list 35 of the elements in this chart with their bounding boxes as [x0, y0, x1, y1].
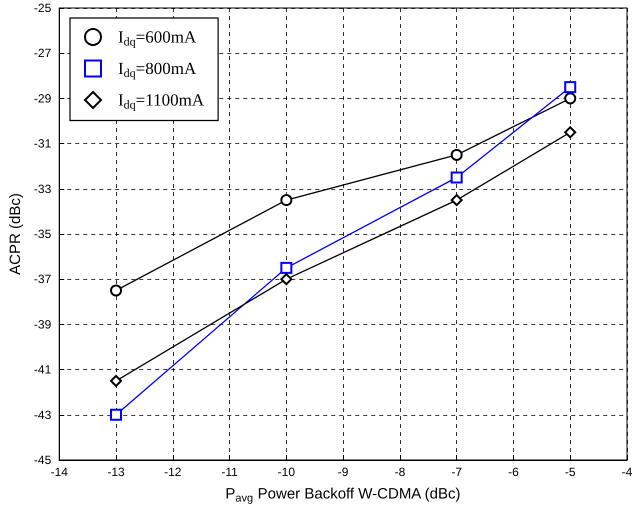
point: [564, 81, 576, 94]
point: [280, 273, 292, 286]
y-axis-title: ACPR (dBc): [7, 193, 24, 275]
point: [450, 148, 463, 161]
y-tick-label: -31: [34, 136, 52, 151]
x-tick-label: -11: [221, 465, 238, 479]
y-tick-label: -37: [34, 272, 52, 286]
x-tick-label: -12: [164, 465, 182, 479]
x-tick-label: -9: [338, 465, 349, 479]
point: [110, 374, 122, 387]
y-tick-label: -41: [34, 362, 52, 377]
x-tick-label: -14: [50, 465, 68, 479]
x-tick-label: -4: [622, 465, 633, 479]
y-tick-label: -25: [34, 1, 52, 15]
x-tick-label: -6: [508, 465, 520, 479]
x-tick-label: -8: [394, 465, 406, 479]
y-tick-label: -45: [34, 453, 52, 467]
y-tick-label: -27: [34, 46, 52, 60]
point: [280, 262, 292, 274]
point: [450, 172, 463, 184]
point: [564, 92, 576, 104]
y-tick-label: -39: [34, 317, 52, 332]
x-tick-label: -5: [564, 465, 576, 479]
y-tick-label: -29: [34, 91, 52, 106]
x-tick-label: -7: [451, 465, 462, 479]
y-tick-label: -43: [34, 408, 52, 422]
y-tick-label: -35: [34, 227, 52, 241]
point: [280, 194, 292, 206]
x-tick-label: -13: [107, 465, 126, 479]
point: [564, 126, 576, 138]
point: [110, 284, 122, 296]
point: [450, 194, 463, 206]
y-tick-label: -33: [34, 182, 52, 196]
point: [110, 408, 122, 421]
x-tick-label: -10: [278, 465, 296, 479]
